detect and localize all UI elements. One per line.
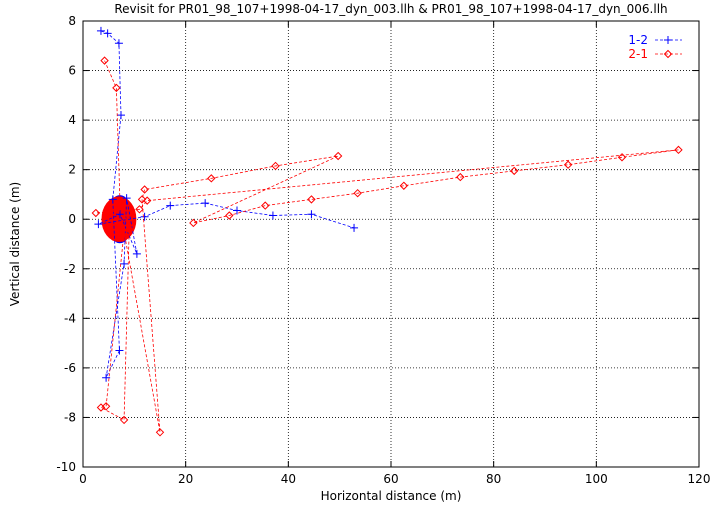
legend-label: 2-1	[628, 47, 648, 61]
y-tick-label: 8	[68, 14, 76, 28]
data-point	[100, 56, 109, 65]
data-point	[456, 172, 465, 182]
data-point	[333, 151, 343, 161]
data-point	[189, 218, 198, 228]
y-tick-label: 4	[68, 113, 76, 127]
grid	[83, 21, 699, 467]
x-tick-label: 0	[79, 472, 87, 486]
data-point	[135, 205, 144, 214]
data-point	[102, 373, 111, 382]
data-point	[271, 161, 280, 171]
x-axis-label: Horizontal distance (m)	[321, 489, 462, 503]
data-point	[140, 185, 149, 194]
data-point	[119, 227, 129, 236]
data-point	[124, 224, 134, 234]
y-tick-label: -10	[56, 460, 76, 474]
data-point	[132, 249, 141, 258]
y-tick-label: 6	[68, 64, 76, 78]
data-point	[399, 181, 409, 190]
x-tick-label: 80	[486, 472, 501, 486]
data-point	[563, 160, 573, 169]
y-tick-label: 2	[68, 163, 76, 177]
series-2-1	[91, 56, 683, 437]
data-point	[674, 145, 683, 155]
data-point	[94, 220, 103, 229]
data-point	[166, 201, 175, 210]
data-point	[664, 36, 672, 44]
y-tick-label: -4	[64, 311, 76, 325]
data-point	[115, 346, 124, 355]
data-point	[108, 195, 117, 204]
data-point	[155, 428, 165, 437]
y-tick-label: -6	[64, 361, 76, 375]
data-point	[225, 211, 234, 220]
data-point	[353, 188, 362, 198]
legend: 1-22-1	[628, 33, 682, 61]
series	[91, 26, 683, 437]
y-tick-label: -2	[64, 262, 76, 276]
y-tick-label: 0	[68, 212, 76, 226]
data-point	[120, 259, 129, 268]
series-1-2	[94, 26, 359, 382]
data-point	[307, 210, 316, 219]
data-point	[268, 211, 277, 220]
data-point	[617, 153, 627, 162]
data-point	[114, 39, 123, 48]
data-point	[201, 199, 210, 208]
chart-title: Revisit for PR01_98_107+1998-04-17_dyn_0…	[114, 2, 667, 16]
data-point	[101, 402, 111, 411]
data-point	[112, 83, 121, 93]
x-tick-label: 120	[688, 472, 711, 486]
data-point	[96, 26, 105, 35]
data-point	[91, 208, 101, 218]
data-point	[122, 194, 131, 203]
x-tick-label: 100	[585, 472, 608, 486]
data-point	[115, 197, 125, 207]
data-point	[307, 195, 316, 204]
data-point	[115, 210, 124, 219]
series-line	[95, 60, 679, 433]
ticks: 0 20 40 60 80 100 120 -10 -8 -6 -4 -2 0 2 4 6 8	[56, 14, 710, 486]
series-line	[98, 30, 355, 378]
data-point	[233, 206, 241, 215]
x-tick-label: 20	[178, 472, 193, 486]
data-point	[663, 49, 673, 59]
data-point	[142, 196, 152, 205]
y-axis-label: Vertical distance (m)	[8, 182, 22, 306]
data-point	[103, 29, 112, 38]
data-point	[140, 212, 149, 221]
x-tick-label: 40	[281, 472, 296, 486]
data-point	[509, 166, 519, 176]
legend-label: 1-2	[628, 33, 648, 47]
y-tick-label: -8	[64, 410, 76, 424]
data-point	[119, 415, 129, 425]
data-point	[207, 174, 216, 183]
data-point	[350, 223, 359, 232]
data-point	[261, 201, 270, 210]
x-tick-label: 60	[383, 472, 398, 486]
data-point	[137, 195, 147, 204]
data-point	[116, 111, 125, 120]
